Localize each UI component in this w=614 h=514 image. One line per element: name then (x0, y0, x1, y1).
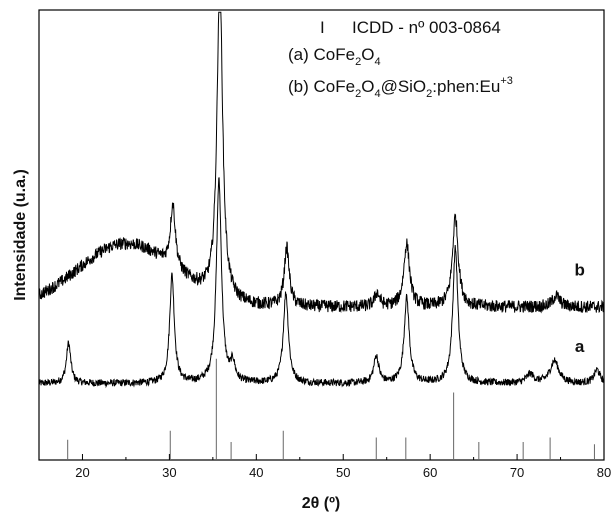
y-axis-title: Intensidade (u.a.) (12, 169, 29, 301)
x-tick-label: 80 (597, 465, 611, 480)
x-tick-label: 70 (510, 465, 524, 480)
x-axis-ticks: 20 30 40 50 60 70 80 (38, 454, 611, 480)
legend-text-part: (a) CoFe (288, 45, 355, 64)
curve-label-a: a (575, 337, 585, 356)
legend-text-part: :phen:Eu (432, 77, 500, 96)
x-axis-title: 2θ (º) (302, 495, 341, 512)
plot-frame (38, 9, 605, 461)
legend-subscript: 2 (355, 88, 361, 100)
legend-text-part: O (361, 77, 374, 96)
legend-reference-text: ICDD - nº 003-0864 (352, 18, 501, 37)
x-tick-label: 50 (336, 465, 350, 480)
series-a-line (38, 177, 605, 389)
x-tick-label: 20 (75, 465, 89, 480)
legend-entry-b: (b) CoFe2O4@SiO2:phen:Eu+3 (288, 75, 513, 100)
legend: I ICDD - nº 003-0864 (a) CoFe2O4 (b) CoF… (288, 18, 513, 100)
reference-lines (67, 358, 595, 460)
x-tick-label: 60 (423, 465, 437, 480)
legend-reference-marker: I (320, 18, 325, 37)
legend-text-part: O (361, 45, 374, 64)
legend-text-part: @SiO (381, 77, 427, 96)
curve-label-b: b (574, 261, 584, 280)
legend-superscript: +3 (500, 75, 513, 87)
x-tick-label: 40 (249, 465, 263, 480)
legend-text-part: (b) CoFe (288, 77, 355, 96)
curve-labels: ab (574, 261, 584, 357)
legend-subscript: 4 (374, 88, 380, 100)
legend-subscript: 2 (426, 88, 432, 100)
x-tick-label: 30 (162, 465, 176, 480)
series-b-line (38, 11, 605, 314)
legend-subscript: 4 (374, 56, 380, 68)
legend-entry-a: (a) CoFe2O4 (288, 45, 381, 68)
series-layer (38, 11, 605, 389)
legend-subscript: 2 (355, 56, 361, 68)
